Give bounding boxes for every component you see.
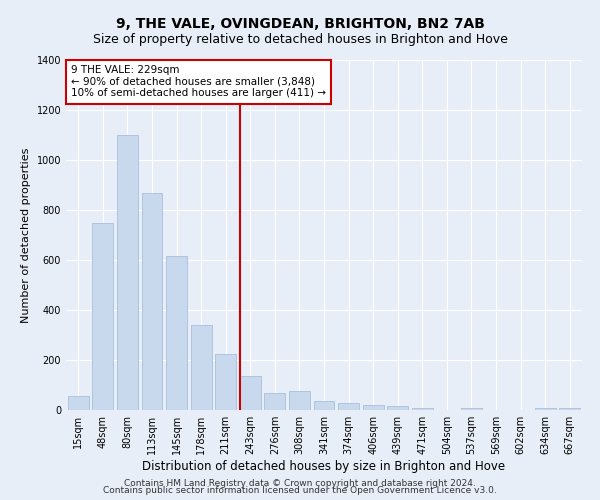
Bar [191, 325, 212, 410]
Bar [142, 192, 163, 410]
Bar [412, 408, 433, 410]
Bar [559, 408, 580, 410]
Text: Contains HM Land Registry data © Crown copyright and database right 2024.: Contains HM Land Registry data © Crown c… [124, 478, 476, 488]
Bar [362, 405, 383, 410]
Bar [240, 376, 261, 410]
Text: 9 THE VALE: 229sqm
← 90% of detached houses are smaller (3,848)
10% of semi-deta: 9 THE VALE: 229sqm ← 90% of detached hou… [71, 66, 326, 98]
Bar [387, 406, 408, 410]
Bar [215, 354, 236, 410]
Y-axis label: Number of detached properties: Number of detached properties [21, 148, 31, 322]
Bar [314, 401, 334, 410]
Bar [166, 256, 187, 410]
Bar [289, 391, 310, 410]
Bar [117, 135, 138, 410]
X-axis label: Distribution of detached houses by size in Brighton and Hove: Distribution of detached houses by size … [142, 460, 506, 473]
Bar [535, 408, 556, 410]
Text: 9, THE VALE, OVINGDEAN, BRIGHTON, BN2 7AB: 9, THE VALE, OVINGDEAN, BRIGHTON, BN2 7A… [116, 18, 484, 32]
Text: Size of property relative to detached houses in Brighton and Hove: Size of property relative to detached ho… [92, 32, 508, 46]
Bar [461, 408, 482, 410]
Bar [338, 402, 359, 410]
Text: Contains public sector information licensed under the Open Government Licence v3: Contains public sector information licen… [103, 486, 497, 495]
Bar [265, 392, 286, 410]
Bar [68, 396, 89, 410]
Bar [92, 222, 113, 410]
